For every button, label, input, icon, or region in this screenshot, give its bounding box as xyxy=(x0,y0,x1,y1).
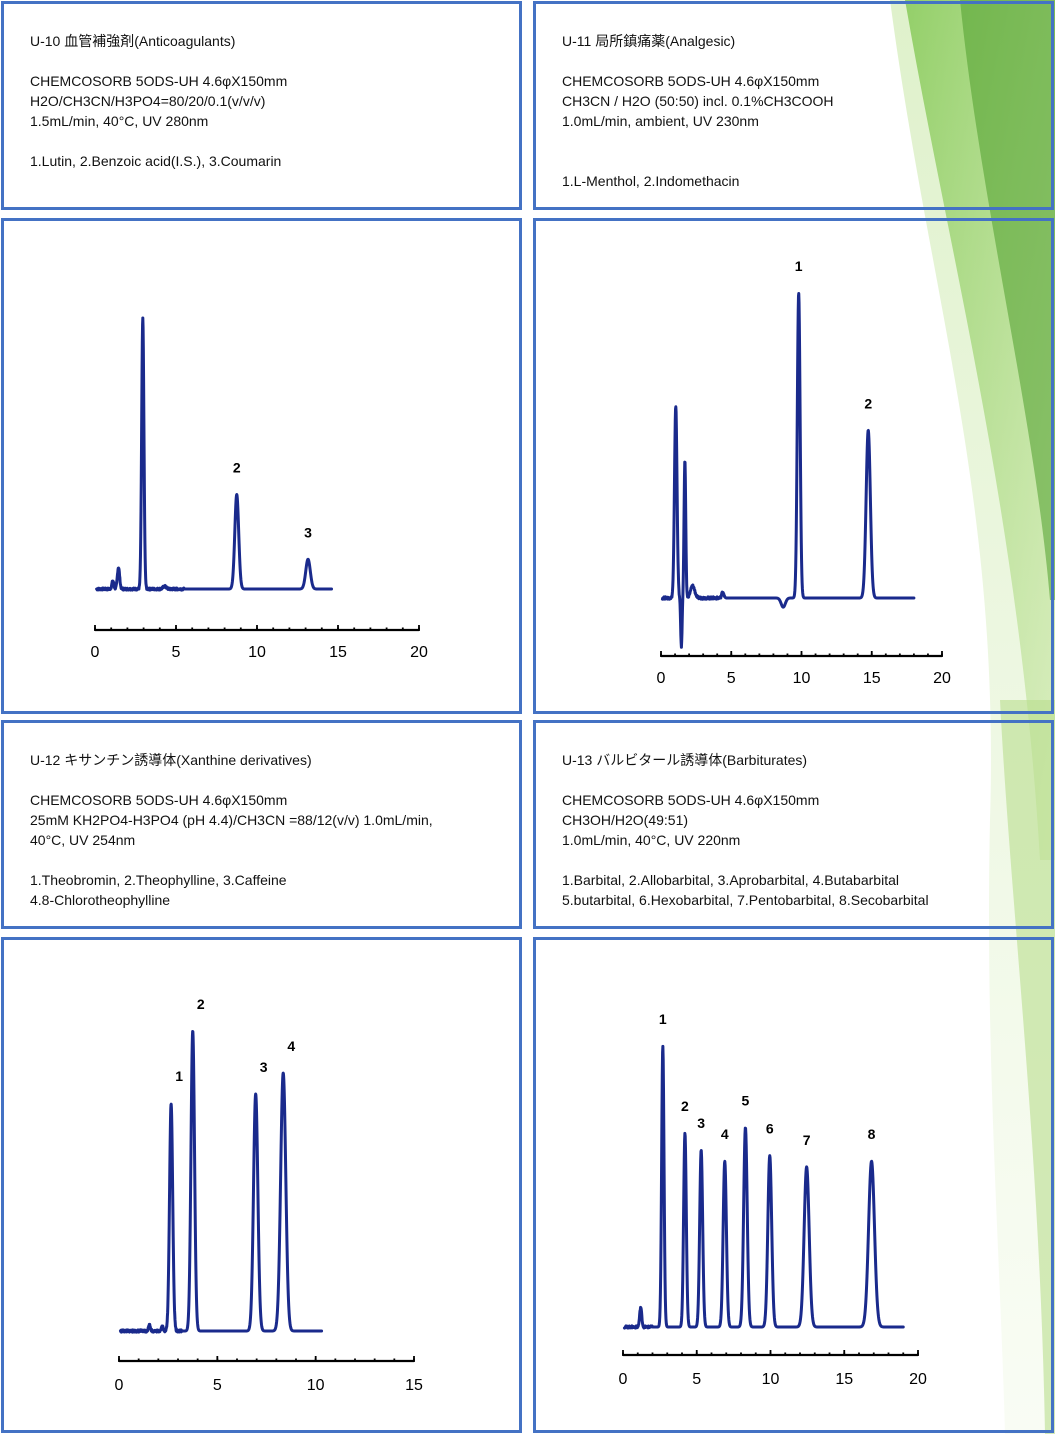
info-panel-u13: U-13 バルビタール誘導体(Barbiturates) CHEMCOSORB … xyxy=(533,720,1054,929)
chromatogram-panel-u11: 0 5 10 15 20 1 2 xyxy=(533,218,1054,714)
peak-label: 2 xyxy=(864,395,872,411)
condition-line: 1.5mL/min, 40°C, UV 280nm xyxy=(30,113,209,129)
chromatogram-trace xyxy=(118,1030,324,1334)
peak-label: 7 xyxy=(803,1132,811,1148)
condition-line xyxy=(562,131,1051,151)
peak-label: 3 xyxy=(260,1059,268,1075)
condition-line: CH3OH/H2O(49:51) xyxy=(562,812,689,828)
x-tick-label: 15 xyxy=(863,670,881,687)
condition-line: CH3CN / H2O (50:50) incl. 0.1%CH3COOH xyxy=(562,93,834,109)
condition-line: H2O/CH3CN/H3PO4=80/20/0.1(v/v/v) xyxy=(30,93,266,109)
peak-label: 3 xyxy=(304,524,312,540)
x-tick-label: 15 xyxy=(405,1377,423,1394)
compound-list: 1.Barbital, 2.Allobarbital, 3.Aprobarbit… xyxy=(562,872,899,888)
x-tick-label: 10 xyxy=(307,1377,325,1394)
condition-line: 25mM KH2PO4-H3PO4 (pH 4.4)/CH3CN =88/12(… xyxy=(30,812,433,828)
x-tick-label: 15 xyxy=(329,644,347,661)
peak-label: 1 xyxy=(795,258,803,274)
chromatogram-panel-u12: 0 5 10 15 1 2 3 4 xyxy=(1,937,522,1433)
x-tick-label: 5 xyxy=(172,644,181,661)
column-spec: CHEMCOSORB 5ODS-UH 4.6φX150mm xyxy=(30,73,288,89)
peak-label: 1 xyxy=(175,1068,183,1084)
chromatogram-trace xyxy=(95,316,334,592)
chromatogram-trace xyxy=(622,1044,905,1330)
peak-label: 5 xyxy=(742,1092,750,1108)
x-tick-label: 15 xyxy=(835,1371,853,1388)
compound-list: 1.Theobromin, 2.Theophylline, 3.Caffeine xyxy=(30,872,287,888)
compound-list: 4.8-Chlorotheophylline xyxy=(30,892,171,908)
condition-line: 40°C, UV 254nm xyxy=(30,832,136,848)
peak-label: 2 xyxy=(197,996,205,1012)
compound-list: 1.Lutin, 2.Benzoic acid(I.S.), 3.Coumari… xyxy=(30,153,282,169)
x-tick-label: 5 xyxy=(727,670,736,687)
compound-list: 1.L-Menthol, 2.Indomethacin xyxy=(562,173,740,189)
peak-label: 4 xyxy=(287,1038,295,1054)
x-tick-label: 5 xyxy=(692,1371,701,1388)
x-tick-label: 0 xyxy=(619,1371,628,1388)
peak-label: 1 xyxy=(659,1011,667,1027)
x-tick-label: 10 xyxy=(248,644,266,661)
column-spec: CHEMCOSORB 5ODS-UH 4.6φX150mm xyxy=(30,792,288,808)
panel-title: U-12 キサンチン誘導体(Xanthine derivatives) xyxy=(30,752,312,768)
chromatogram-u11: 0 5 10 15 20 1 2 xyxy=(657,258,951,687)
peak-label: 4 xyxy=(721,1126,729,1142)
info-panel-u10: U-10 血管補強剤(Anticoagulants) CHEMCOSORB 5O… xyxy=(1,1,522,210)
column-spec: CHEMCOSORB 5ODS-UH 4.6φX150mm xyxy=(562,792,820,808)
panel-title: U-13 バルビタール誘導体(Barbiturates) xyxy=(562,752,808,768)
chromatogram-panel-u13: 0 5 10 15 20 1 2 3 4 5 6 7 8 xyxy=(533,937,1054,1433)
x-tick-label: 10 xyxy=(762,1371,780,1388)
chromatogram-u12: 0 5 10 15 1 2 3 4 xyxy=(115,996,423,1394)
x-tick-label: 20 xyxy=(909,1371,927,1388)
peak-label: 3 xyxy=(697,1115,705,1131)
column-spec: CHEMCOSORB 5ODS-UH 4.6φX150mm xyxy=(562,73,820,89)
peak-label: 2 xyxy=(233,460,241,476)
x-tick-label: 0 xyxy=(115,1377,124,1394)
chromatogram-trace xyxy=(660,292,916,649)
condition-line: 1.0mL/min, 40°C, UV 220nm xyxy=(562,832,741,848)
x-tick-label: 10 xyxy=(793,670,811,687)
x-tick-label: 20 xyxy=(933,670,951,687)
peak-label: 8 xyxy=(868,1126,876,1142)
chromatogram-panel-u10: 0 5 10 15 20 2 3 xyxy=(1,218,522,714)
x-tick-label: 0 xyxy=(91,644,100,661)
chromatogram-u10: 0 5 10 15 20 2 3 xyxy=(91,316,428,661)
peak-label: 2 xyxy=(681,1098,689,1114)
info-panel-u12: U-12 キサンチン誘導体(Xanthine derivatives) CHEM… xyxy=(1,720,522,929)
x-tick-label: 5 xyxy=(213,1377,222,1394)
condition-line: 1.0mL/min, ambient, UV 230nm xyxy=(562,113,759,129)
x-tick-label: 0 xyxy=(657,670,666,687)
x-tick-label: 20 xyxy=(410,644,428,661)
compound-list: 5.butarbital, 6.Hexobarbital, 7.Pentobar… xyxy=(562,892,929,908)
info-panel-u11: U-11 局所鎮痛薬(Analgesic) CHEMCOSORB 5ODS-UH… xyxy=(533,1,1054,210)
panel-title: U-11 局所鎮痛薬(Analgesic) xyxy=(562,33,736,49)
peak-label: 6 xyxy=(766,1121,774,1137)
panel-title: U-10 血管補強剤(Anticoagulants) xyxy=(30,33,236,49)
